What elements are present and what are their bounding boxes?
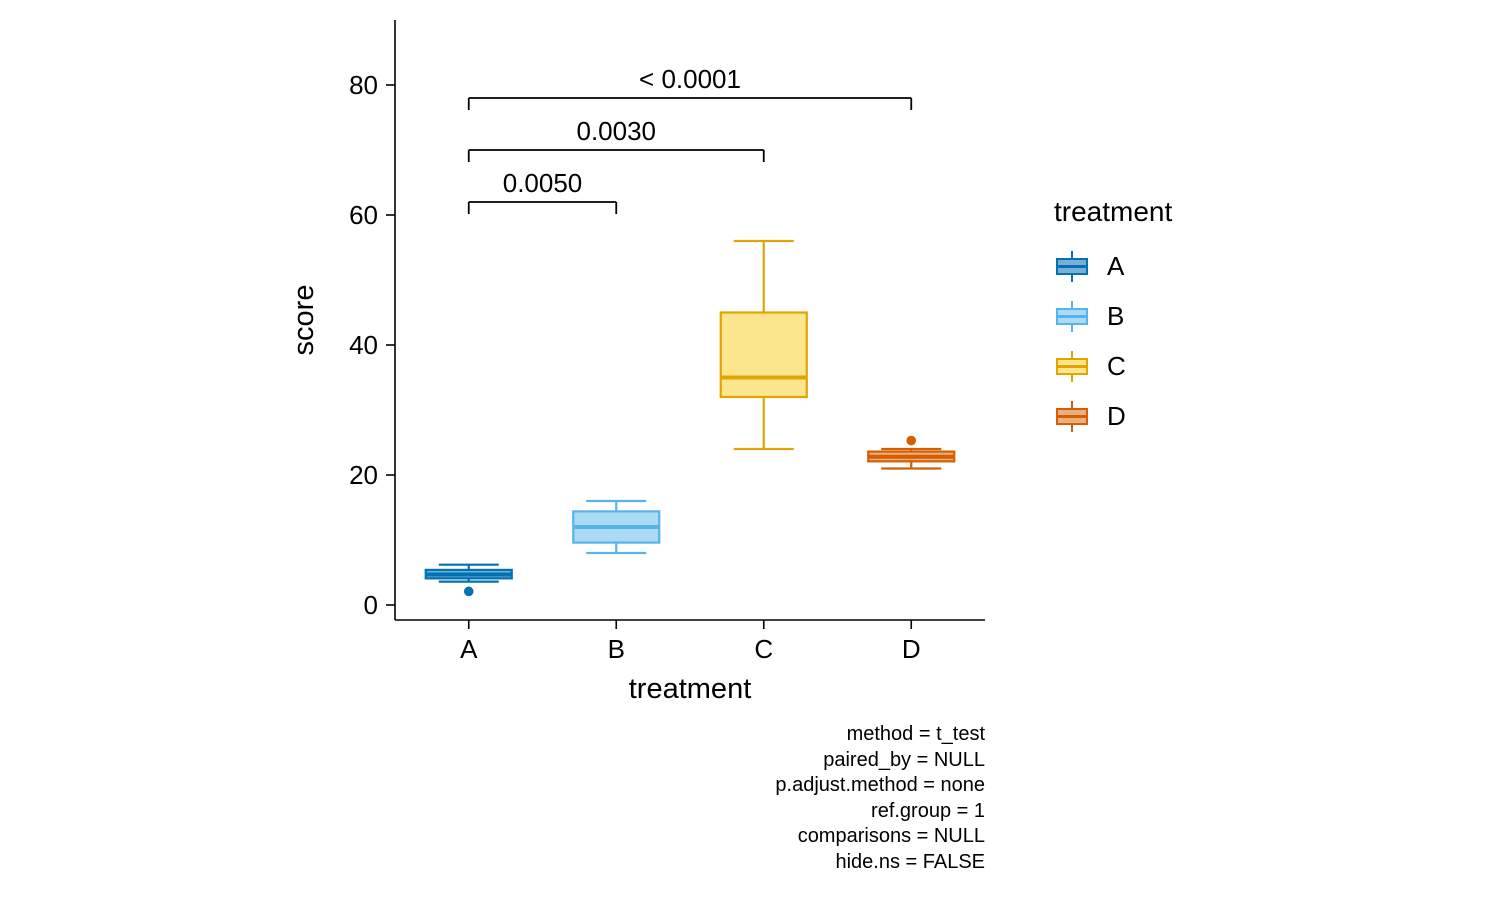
y-tick-label: 40 <box>349 330 378 360</box>
pvalue-label: < 0.0001 <box>639 64 741 94</box>
outlier-point-D <box>906 435 917 446</box>
caption-line: ref.group = 1 <box>871 799 985 822</box>
outlier-point-A <box>463 586 474 597</box>
caption-line: comparisons = NULL <box>797 825 985 847</box>
legend-entry-D: D <box>1052 398 1172 435</box>
x-axis-title: treatment <box>629 673 752 705</box>
caption-line: p.adjust.method = none <box>775 774 985 796</box>
legend-label: A <box>1107 251 1125 281</box>
legend-key-boxplot-icon <box>1056 301 1088 332</box>
legend-entry-A: A <box>1052 248 1172 285</box>
y-tick-label: 60 <box>349 200 378 230</box>
legend-label: B <box>1107 301 1125 331</box>
x-tick-label: B <box>608 634 625 664</box>
y-tick-label: 20 <box>349 460 378 490</box>
y-tick-label: 0 <box>364 590 378 620</box>
legend-title: treatment <box>1054 196 1173 227</box>
caption-line: hide.ns = FALSE <box>835 850 985 873</box>
box-C <box>719 311 808 399</box>
legend-key-boxplot-icon <box>1056 351 1088 382</box>
pvalue-label: 0.0030 <box>576 116 656 146</box>
pvalue-label: 0.0050 <box>503 168 583 198</box>
y-tick-label: 80 <box>349 70 378 100</box>
legend-entry-B: B <box>1052 298 1172 335</box>
legend-key-boxplot-icon <box>1056 401 1088 432</box>
x-tick-label: D <box>902 634 921 664</box>
legend-label: C <box>1107 351 1126 381</box>
x-tick-label: A <box>460 634 478 664</box>
y-axis-title: score <box>288 285 320 356</box>
x-tick-label: C <box>754 634 773 664</box>
caption-line: paired_by = NULL <box>823 748 985 771</box>
stat-caption: method = t_test paired_by = NULL p.adjust.… <box>0 722 985 875</box>
legend-label: D <box>1107 401 1126 431</box>
caption-line: method = t_test <box>846 723 985 745</box>
legend-key-boxplot-icon <box>1056 251 1088 282</box>
legend-entry-C: C <box>1052 348 1172 385</box>
